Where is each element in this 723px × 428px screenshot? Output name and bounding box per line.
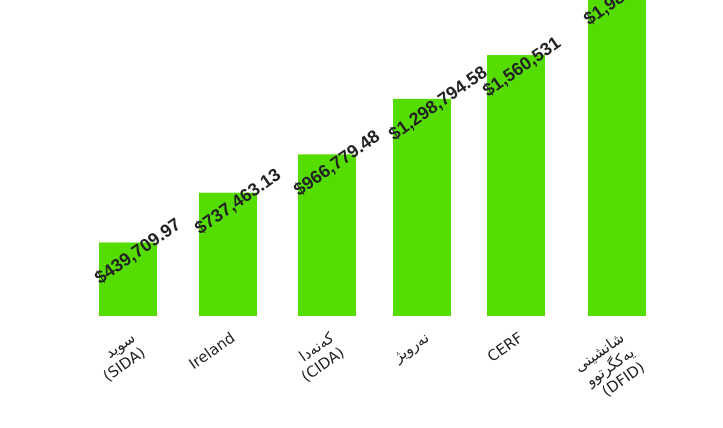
- bar-5: [588, 0, 646, 317]
- x-tick-label-2: كەنەدا(CIDA): [288, 328, 349, 386]
- x-tick-label-1-line-0: Ireland: [185, 329, 238, 374]
- bars-group: [99, 0, 646, 317]
- x-tick-labels-group: سويد(SIDA) Ireland كەنەدا(CIDA) نەرویژ CERF ش…: [89, 328, 648, 405]
- bar-0: [99, 242, 157, 316]
- x-tick-label-3-line-0: نەرویژ: [389, 329, 432, 367]
- x-tick-label-5: شانشینییەکگرتوو(DFID): [571, 329, 648, 405]
- bar-2: [298, 154, 356, 316]
- bar-3: [393, 98, 451, 316]
- bar-4: [487, 55, 545, 317]
- x-tick-label-4-line-0: CERF: [484, 329, 526, 366]
- x-tick-label-3: نەرویژ: [389, 329, 432, 367]
- x-tick-label-1: Ireland: [185, 329, 238, 374]
- x-tick-label-4: CERF: [484, 329, 526, 366]
- x-tick-label-0: سويد(SIDA): [89, 329, 148, 386]
- bar-1: [199, 192, 257, 316]
